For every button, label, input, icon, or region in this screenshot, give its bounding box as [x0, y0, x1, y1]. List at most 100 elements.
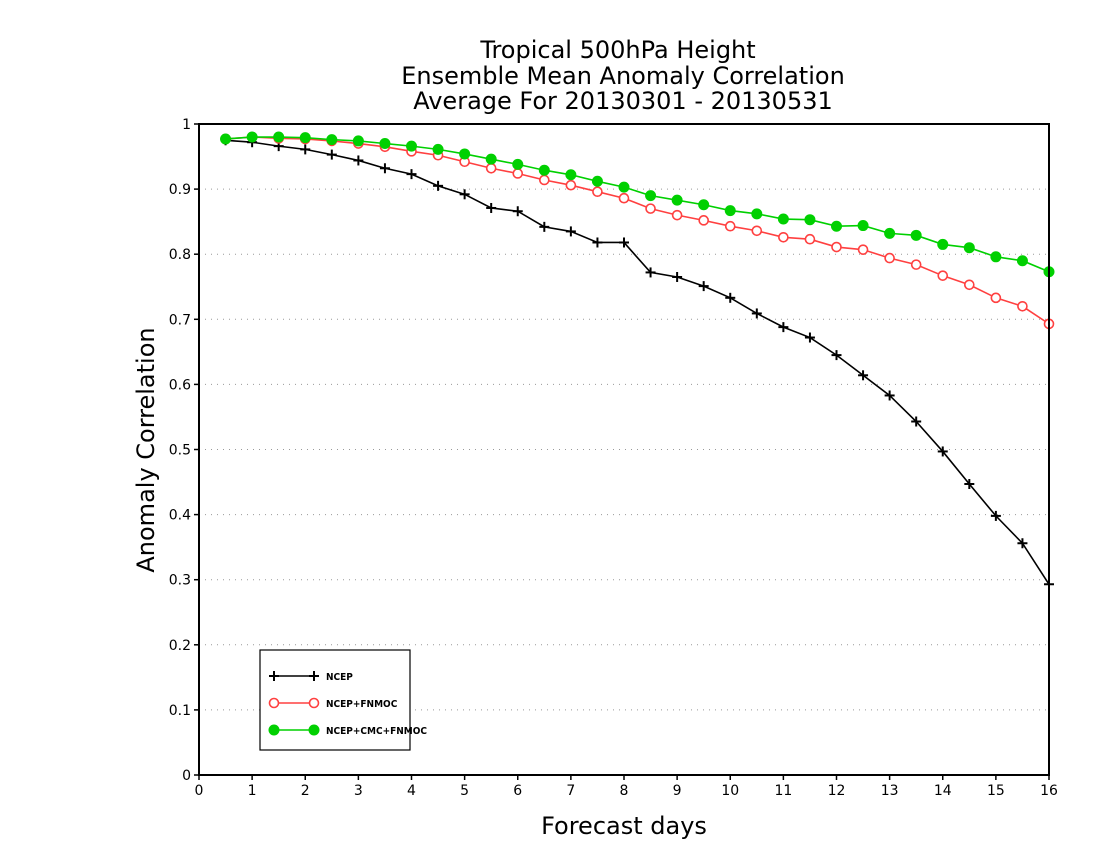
series-point-ncep-cmc-fnmoc	[406, 140, 417, 152]
chart-title-line-3: Average For 20130301 - 20130531	[413, 87, 833, 115]
x-tick-label: 15	[987, 783, 1005, 799]
legend-item-ncep-fnmoc: NCEP+FNMOC	[268, 697, 398, 710]
chart-title: Tropical 500hPa Height Ensemble Mean Ano…	[401, 36, 845, 115]
series-point-ncep	[884, 390, 895, 401]
series-point-ncep-fnmoc	[910, 259, 922, 270]
series-point-ncep-cmc-fnmoc	[831, 220, 842, 232]
series-point-ncep-fnmoc	[937, 270, 949, 281]
series-ncep-cmc-fnmoc	[220, 131, 1055, 278]
y-axis-ticks: 0 0.1 0.2 0.3 0.4 0.5 0.6 0.7 0.8 0.9 1	[169, 117, 199, 784]
series-point-ncep-fnmoc	[671, 209, 683, 221]
series-point-ncep	[300, 144, 311, 155]
legend-item-ncep-cmc-fnmoc: NCEP+CMC+FNMOC	[268, 724, 427, 737]
y-tick-label: 0.4	[169, 508, 191, 524]
series-point-ncep-fnmoc	[857, 244, 869, 255]
series-point-ncep-cmc-fnmoc	[326, 134, 338, 146]
series-point-ncep-fnmoc	[884, 252, 895, 264]
series-point-ncep-cmc-fnmoc	[1016, 255, 1028, 267]
y-axis-label: Anomaly Correlation	[132, 327, 160, 572]
series-line-ncep	[225, 139, 1050, 585]
series-point-ncep	[937, 446, 948, 457]
series-ncep	[220, 135, 1054, 590]
series-point-ncep	[512, 206, 523, 217]
y-tick-label: 0.8	[169, 247, 191, 263]
series-point-ncep-cmc-fnmoc	[937, 238, 949, 250]
plot-frame	[198, 123, 1050, 776]
x-tick-label: 1	[248, 783, 257, 799]
series-point-ncep-cmc-fnmoc	[591, 175, 603, 187]
x-tick-label: 2	[301, 783, 310, 799]
series-ncep-fnmoc	[220, 131, 1055, 330]
series-point-ncep-cmc-fnmoc	[910, 229, 922, 241]
series-point-ncep-cmc-fnmoc	[512, 158, 524, 170]
series-point-ncep-fnmoc	[724, 220, 736, 232]
series-point-ncep-cmc-fnmoc	[379, 138, 391, 150]
y-tick-label: 0	[182, 768, 191, 784]
series-point-ncep-cmc-fnmoc	[804, 214, 816, 226]
series-point-ncep	[565, 226, 576, 237]
series-point-ncep	[619, 237, 629, 248]
y-tick-label: 0.9	[169, 182, 191, 198]
series-point-ncep	[804, 332, 815, 343]
series-point-ncep	[990, 510, 1001, 521]
series-point-ncep	[379, 163, 390, 174]
y-tick-label: 0.7	[169, 312, 191, 328]
series-point-ncep-cmc-fnmoc	[777, 213, 789, 225]
series-point-ncep-fnmoc	[1017, 300, 1028, 312]
series-point-ncep	[672, 271, 683, 282]
series-point-ncep-fnmoc	[778, 231, 789, 243]
series-point-ncep-cmc-fnmoc	[220, 133, 232, 145]
x-tick-label: 12	[828, 783, 846, 799]
x-tick-label: 5	[460, 783, 469, 799]
series-group	[220, 131, 1055, 590]
x-tick-label: 10	[721, 783, 739, 799]
series-point-ncep-fnmoc	[512, 168, 524, 179]
series-point-ncep-cmc-fnmoc	[308, 724, 320, 736]
series-point-ncep	[433, 180, 444, 191]
x-tick-label: 8	[620, 783, 629, 799]
y-tick-label: 0.2	[169, 638, 191, 654]
legend-item-ncep: NCEP	[269, 671, 353, 683]
series-point-ncep-cmc-fnmoc	[565, 169, 577, 181]
x-tick-label: 13	[881, 783, 899, 799]
series-line-ncep-fnmoc	[225, 136, 1050, 325]
series-point-ncep	[486, 202, 497, 213]
series-point-ncep-cmc-fnmoc	[645, 190, 657, 202]
series-point-ncep-cmc-fnmoc	[724, 205, 736, 217]
legend-label-ncep-cmc-fnmoc: NCEP+CMC+FNMOC	[326, 726, 427, 737]
series-point-ncep	[1017, 538, 1028, 549]
x-tick-label: 3	[354, 783, 363, 799]
y-tick-label: 1	[182, 117, 191, 133]
series-point-ncep	[353, 155, 364, 166]
series-point-ncep-fnmoc	[751, 225, 763, 237]
x-tick-label: 6	[513, 783, 522, 799]
gridlines	[199, 188, 1049, 711]
y-tick-label: 0.3	[169, 573, 191, 589]
series-point-ncep-cmc-fnmoc	[751, 208, 763, 220]
y-tick-label: 0.1	[169, 703, 191, 719]
series-point-ncep	[778, 322, 789, 333]
x-tick-label: 11	[774, 783, 792, 799]
series-point-ncep	[831, 350, 842, 361]
series-point-ncep	[751, 308, 762, 319]
legend-label-ncep-fnmoc: NCEP+FNMOC	[326, 699, 398, 710]
x-tick-label: 9	[673, 783, 682, 799]
series-point-ncep	[309, 671, 319, 681]
series-line-ncep-cmc-fnmoc	[225, 136, 1050, 273]
series-point-ncep-fnmoc	[698, 215, 709, 226]
series-point-ncep-cmc-fnmoc	[268, 724, 280, 736]
series-point-ncep-cmc-fnmoc	[459, 148, 471, 160]
series-point-ncep-fnmoc	[645, 203, 656, 214]
x-axis-label: Forecast days	[541, 812, 707, 840]
x-tick-label: 16	[1040, 783, 1058, 799]
series-point-ncep	[406, 169, 417, 180]
series-point-ncep-fnmoc	[308, 697, 320, 709]
series-point-ncep-cmc-fnmoc	[246, 131, 258, 143]
series-point-ncep	[326, 149, 337, 160]
series-point-ncep	[459, 189, 470, 200]
chart-title-line-1: Tropical 500hPa Height	[479, 36, 755, 64]
chart-title-line-2: Ensemble Mean Anomaly Correlation	[401, 62, 845, 90]
series-point-ncep-cmc-fnmoc	[618, 181, 630, 193]
series-point-ncep	[964, 479, 975, 490]
